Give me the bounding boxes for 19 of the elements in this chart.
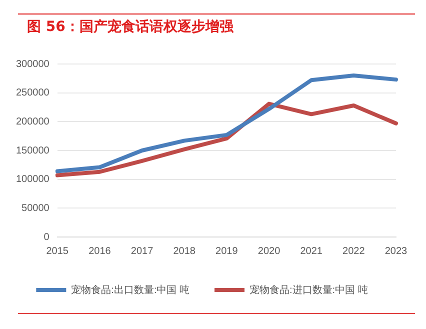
chart-title: 图 56：国产宠食话语权逐步增强 bbox=[27, 18, 234, 36]
y-tick-label: 250000 bbox=[16, 88, 50, 99]
x-tick-label: 2019 bbox=[216, 246, 238, 257]
x-tick-label: 2021 bbox=[300, 246, 323, 257]
x-tick-label: 2016 bbox=[88, 246, 112, 257]
x-tick-label: 2022 bbox=[342, 246, 366, 257]
x-tick-label: 2017 bbox=[130, 246, 154, 257]
y-tick-label: 100000 bbox=[16, 174, 50, 186]
y-tick-label: 50000 bbox=[22, 202, 50, 214]
y-tick-label: 0 bbox=[44, 232, 50, 243]
y-tick-label: 200000 bbox=[16, 116, 50, 128]
x-tick-label: 2023 bbox=[384, 246, 408, 257]
y-tick-label: 300000 bbox=[16, 58, 50, 70]
legend-label: 宠物食品:出口数量:中国 吨 bbox=[71, 284, 190, 296]
x-tick-label: 2018 bbox=[173, 246, 196, 257]
y-tick-label: 150000 bbox=[16, 145, 50, 156]
x-tick-label: 2015 bbox=[46, 246, 69, 257]
legend-label: 宠物食品:进口数量:中国 吨 bbox=[250, 284, 368, 296]
x-tick-label: 2020 bbox=[258, 246, 281, 257]
